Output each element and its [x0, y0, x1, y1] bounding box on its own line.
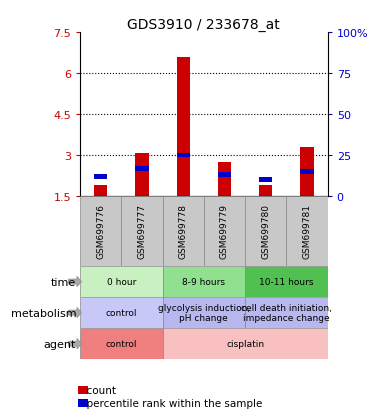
Bar [80, 196, 121, 266]
Bar [176, 153, 190, 158]
Bar [204, 196, 245, 266]
Bar [163, 328, 328, 359]
Bar [176, 57, 190, 196]
Text: GSM699777: GSM699777 [138, 204, 146, 259]
Text: control: control [106, 309, 137, 317]
Text: cell death initiation,
impedance change: cell death initiation, impedance change [241, 303, 332, 323]
Text: 0 hour: 0 hour [107, 278, 136, 286]
Text: 10-11 hours: 10-11 hours [259, 278, 314, 286]
Bar [80, 266, 163, 297]
Title: GDS3910 / 233678_at: GDS3910 / 233678_at [128, 18, 280, 32]
Bar [300, 147, 314, 196]
Bar [218, 162, 231, 196]
Bar [300, 169, 314, 174]
Text: cisplatin: cisplatin [226, 339, 264, 348]
Bar [245, 196, 287, 266]
Text: GSM699776: GSM699776 [96, 204, 105, 259]
Bar [245, 266, 328, 297]
Bar [121, 196, 163, 266]
Bar [259, 178, 272, 183]
Bar [80, 297, 163, 328]
Bar [94, 175, 107, 180]
Bar [80, 328, 163, 359]
Bar [163, 196, 204, 266]
Text: GSM699779: GSM699779 [220, 204, 229, 259]
Bar [259, 185, 272, 196]
Bar [94, 185, 107, 196]
Text: agent: agent [44, 339, 76, 349]
Bar [163, 266, 245, 297]
Bar [163, 297, 245, 328]
Bar [135, 167, 149, 172]
Text: 8-9 hours: 8-9 hours [182, 278, 225, 286]
Text: glycolysis induction,
pH change: glycolysis induction, pH change [158, 303, 250, 323]
Text: GSM699778: GSM699778 [179, 204, 188, 259]
Text: time: time [51, 277, 76, 287]
Text: GSM699780: GSM699780 [261, 204, 270, 259]
Text: count: count [80, 385, 116, 395]
Text: metabolism: metabolism [11, 308, 76, 318]
Text: percentile rank within the sample: percentile rank within the sample [80, 398, 263, 408]
Bar [135, 154, 149, 196]
Bar [287, 196, 328, 266]
Text: GSM699781: GSM699781 [303, 204, 312, 259]
Bar [218, 172, 231, 177]
Text: control: control [106, 339, 137, 348]
Bar [245, 297, 328, 328]
